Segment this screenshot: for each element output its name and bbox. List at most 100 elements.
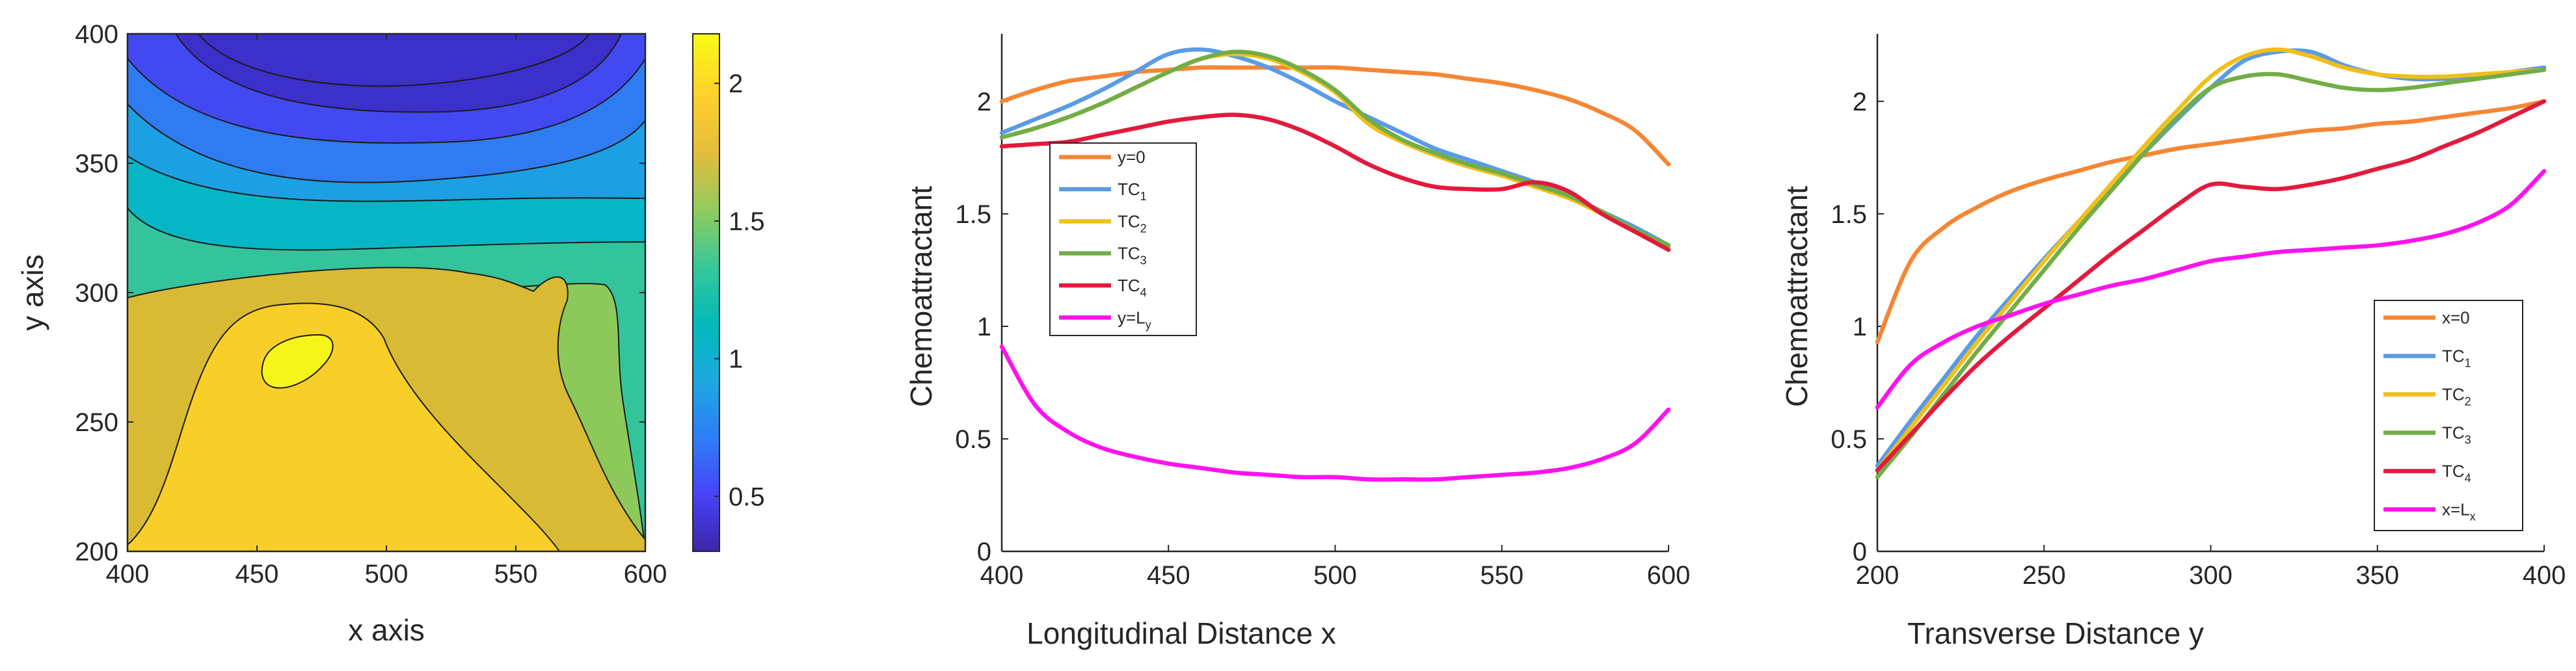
legend-label-text: TC <box>1118 179 1140 199</box>
legend-label: TC2 <box>1118 211 1147 235</box>
x-tick-label: 350 <box>2355 561 2399 590</box>
x-tick-label: 200 <box>1856 561 1899 590</box>
legend-label-text: TC <box>1118 276 1140 295</box>
colorbar-ticks: 0.5 1 1.5 2 <box>714 70 765 511</box>
x-tick-label: 400 <box>2523 561 2566 590</box>
legend-label: TC3 <box>1118 244 1147 267</box>
longitudinal-y-label: Chemoattractant <box>904 186 938 407</box>
y-tick-label: 1 <box>977 313 991 341</box>
x-tick-label: 450 <box>1147 561 1190 590</box>
legend-label: TC1 <box>1118 179 1147 203</box>
colorbar-tick-label: 1 <box>729 345 743 374</box>
series-line-TC4 <box>999 112 1671 252</box>
y-tick-label: 2 <box>1853 88 1867 116</box>
x-tick-label: 550 <box>1480 561 1523 590</box>
contour-y-label: y axis <box>16 254 49 331</box>
contour-band-1-core <box>197 34 591 87</box>
legend-label-text: y=L <box>1118 308 1146 327</box>
contour-y-tick-label: 350 <box>75 150 118 178</box>
contour-y-ticks: 200 250 300 350 400 <box>75 20 645 566</box>
legend-label-subscript: 4 <box>2465 472 2471 485</box>
legend-label-text: TC <box>1118 244 1140 263</box>
legend-label-text: TC <box>1118 211 1140 231</box>
legend-box <box>2374 300 2523 531</box>
contour-y-tick-label: 200 <box>75 538 118 566</box>
legend-label: x=Lx <box>2442 500 2476 523</box>
colorbar-tick-label: 0.5 <box>729 482 765 511</box>
contour-x-tick-label: 500 <box>365 560 409 588</box>
contour-panel: 400 450 500 550 600 200 250 300 350 400 x axis y… <box>16 20 765 647</box>
contour-x-tick-label: 600 <box>624 560 667 588</box>
legend-label-subscript: 1 <box>2465 357 2471 370</box>
series-line-TC3 <box>1875 68 2547 480</box>
series-line-TC3 <box>999 49 1671 248</box>
legend-label: y=Ly <box>1118 308 1151 331</box>
transverse-y-label: Chemoattractant <box>1780 186 1814 407</box>
legend-label-subscript: 4 <box>1140 286 1147 299</box>
legend-box <box>1049 142 1197 336</box>
x-tick-label: 300 <box>2189 561 2233 590</box>
legend-label: TC4 <box>1118 276 1147 299</box>
legend-label-subscript: 3 <box>1140 254 1147 267</box>
contour-x-label: x axis <box>348 613 425 647</box>
legend-label-subscript: 2 <box>1140 222 1147 235</box>
transverse-series-lines <box>1875 47 2547 480</box>
legend-label-subscript: x <box>2470 510 2476 523</box>
contour-x-tick-label: 550 <box>494 560 538 588</box>
legend-label-text: TC <box>2442 423 2465 443</box>
contour-y-tick-label: 300 <box>75 279 118 308</box>
series-line-y=Ly <box>999 344 1671 482</box>
y-tick-label: 2 <box>977 88 991 116</box>
legend-label-text: x=0 <box>2442 308 2470 328</box>
longitudinal-x-label: Longitudinal Distance x <box>1026 616 1336 650</box>
y-tick-label: 1 <box>1853 313 1867 341</box>
contour-fills <box>127 34 645 551</box>
legend-label-text: TC <box>2442 385 2465 404</box>
legend-label: y=0 <box>1118 148 1146 167</box>
legend-label: TC3 <box>2442 423 2471 447</box>
legend-label-subscript: 3 <box>2465 434 2471 447</box>
colorbar <box>692 33 720 552</box>
x-tick-label: 400 <box>980 561 1024 590</box>
legend-label-text: y=0 <box>1118 148 1146 167</box>
contour-band-9 <box>127 302 561 551</box>
contour-x-ticks: 400 450 500 550 600 <box>106 34 667 588</box>
legend-label-subscript: y <box>1146 318 1151 331</box>
transverse-x-label: Transverse Distance y <box>1907 616 2204 650</box>
legend-label-text: x=L <box>2442 500 2470 520</box>
contour-y-tick-label: 250 <box>75 408 118 437</box>
contour-peak <box>261 334 334 389</box>
legend-label: TC4 <box>2442 462 2471 485</box>
legend-label: TC1 <box>2442 347 2471 370</box>
legend-label: TC2 <box>2442 385 2471 408</box>
series-line-TC4 <box>1875 99 2547 473</box>
series-line-y=0 <box>999 65 1671 166</box>
legend-label-subscript: 1 <box>1140 190 1147 203</box>
x-tick-label: 500 <box>1313 561 1357 590</box>
y-tick-label: 0 <box>1853 538 1867 566</box>
x-tick-label: 250 <box>2022 561 2066 590</box>
colorbar-tick-label: 2 <box>729 70 743 98</box>
legend-label-text: TC <box>2442 462 2465 481</box>
y-tick-label: 1.5 <box>1831 200 1867 229</box>
legend-label: x=0 <box>2442 308 2470 328</box>
y-tick-label: 0.5 <box>955 425 991 454</box>
legend-label-subscript: 2 <box>2465 395 2471 408</box>
series-line-x=Lx <box>1875 168 2547 410</box>
y-tick-label: 0 <box>977 538 991 566</box>
contour-x-tick-label: 450 <box>235 560 279 588</box>
y-tick-label: 0.5 <box>1831 425 1867 454</box>
contour-y-tick-label: 400 <box>75 20 118 49</box>
x-tick-label: 600 <box>1647 561 1691 590</box>
series-line-TC2 <box>1875 47 2547 473</box>
y-tick-label: 1.5 <box>955 200 991 229</box>
series-line-x=0 <box>1875 99 2547 345</box>
longitudinal-series-lines <box>999 47 1671 482</box>
colorbar-tick-label: 1.5 <box>729 207 765 236</box>
legend-label-text: TC <box>2442 347 2465 366</box>
